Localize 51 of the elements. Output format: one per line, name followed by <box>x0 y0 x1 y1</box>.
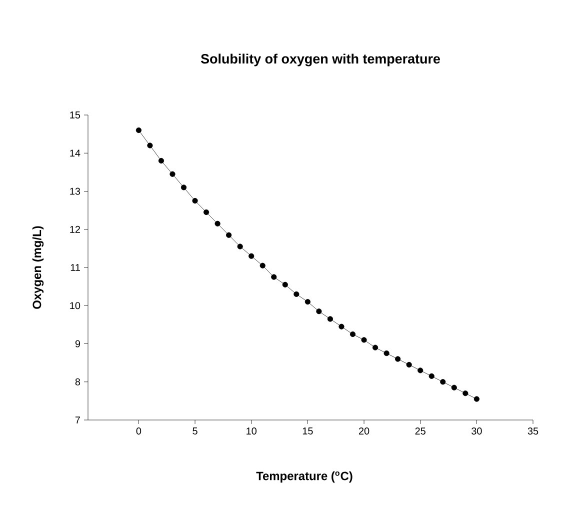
point <box>451 384 457 390</box>
point <box>192 198 198 204</box>
y-tick-label: 14 <box>70 150 80 157</box>
point <box>395 356 401 362</box>
point <box>462 390 468 396</box>
point <box>147 142 153 148</box>
x-tick-label: 20 <box>358 428 370 435</box>
point <box>440 379 446 385</box>
y-tick-label: 12 <box>70 226 80 233</box>
point <box>384 350 390 356</box>
point <box>372 344 378 350</box>
y-tick-label: 9 <box>75 340 80 348</box>
point <box>418 368 424 374</box>
point <box>180 184 187 190</box>
y-tick-label: 11 <box>70 264 80 271</box>
point <box>237 244 243 250</box>
point <box>338 324 344 330</box>
y-tick-label: 7 <box>75 416 80 424</box>
point <box>294 291 300 297</box>
point <box>260 262 266 268</box>
y-tick-label: 10 <box>70 302 80 310</box>
point <box>361 337 367 343</box>
y-tick-label: 13 <box>70 188 80 195</box>
y-tick-label: 8 <box>75 378 80 386</box>
point <box>406 362 412 368</box>
point <box>316 308 322 314</box>
point <box>474 396 480 402</box>
y-axis-title: Oxygen (mg/L) <box>32 226 44 309</box>
point <box>428 373 434 379</box>
y-tick-label: 15 <box>70 112 80 118</box>
x-axis-title: Temperature ($^{o}$C) <box>256 471 352 483</box>
point <box>248 253 254 259</box>
point <box>327 316 334 322</box>
point <box>214 220 220 226</box>
point <box>158 158 164 164</box>
point <box>282 282 288 288</box>
point <box>226 232 232 238</box>
chart-title: Solubility of oxygen with temperature <box>200 54 440 66</box>
x-tick-label: 0 <box>136 428 142 435</box>
x-tick-label: 5 <box>192 428 198 434</box>
x-tick-label: 30 <box>472 428 482 435</box>
x-tick-label: 35 <box>528 428 538 435</box>
x-tick-label: 25 <box>415 428 426 435</box>
point <box>170 171 176 177</box>
point <box>203 209 210 216</box>
x-tick-label: 10 <box>246 428 257 435</box>
point <box>136 127 142 134</box>
point <box>350 331 356 338</box>
x-tick-label: 15 <box>302 428 313 434</box>
point <box>304 299 310 305</box>
point <box>271 274 277 280</box>
